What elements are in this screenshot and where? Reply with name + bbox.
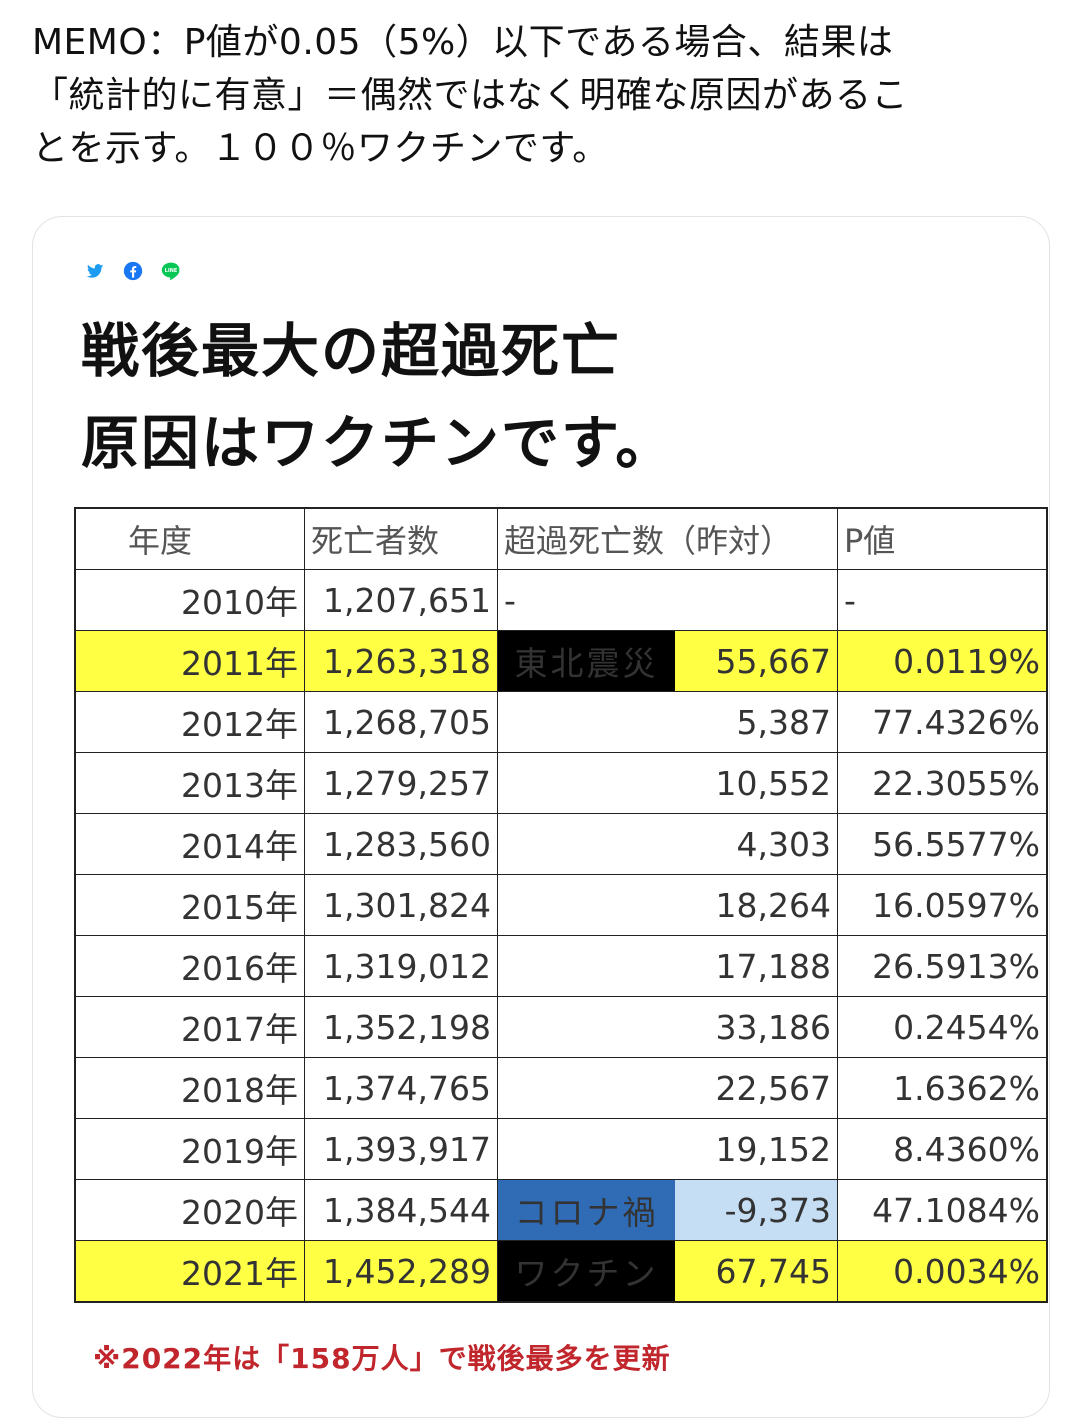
table-row: 2019年 1,393,917 19,152 8.4360% bbox=[74, 1118, 1048, 1180]
cell-excess: -9,373 bbox=[675, 1179, 838, 1241]
cell-p-value: 22.3055% bbox=[837, 752, 1048, 814]
event-label: ワクチン bbox=[497, 1240, 675, 1303]
table-row: 2014年 1,283,560 4,303 56.5577% bbox=[74, 813, 1048, 875]
line-icon[interactable]: LINE bbox=[161, 261, 181, 281]
table-row: 2012年 1,268,705 5,387 77.4326% bbox=[74, 691, 1048, 753]
post-text-line: MEMO：P値が0.05（5%）以下である場合、結果は bbox=[32, 22, 894, 63]
cell-p-value: 47.1084% bbox=[837, 1179, 1048, 1241]
table-row: 2018年 1,374,765 22,567 1.6362% bbox=[74, 1057, 1048, 1119]
cell-p-value: 16.0597% bbox=[837, 874, 1048, 936]
cell-year: 2016年 bbox=[74, 935, 305, 997]
cell-p-value: 77.4326% bbox=[837, 691, 1048, 753]
cell-p-value: 56.5577% bbox=[837, 813, 1048, 875]
cell-excess: 19,152 bbox=[497, 1118, 838, 1180]
cell-year: 2017年 bbox=[74, 996, 305, 1058]
cell-year: 2020年 bbox=[74, 1179, 305, 1241]
cell-excess: 5,387 bbox=[497, 691, 838, 753]
cell-p-value: 1.6362% bbox=[837, 1057, 1048, 1119]
table-row: 2017年 1,352,198 33,186 0.2454% bbox=[74, 996, 1048, 1058]
cell-excess: - bbox=[497, 569, 838, 631]
cell-year: 2018年 bbox=[74, 1057, 305, 1119]
cell-deaths: 1,207,651 bbox=[304, 569, 498, 631]
header-year: 年度 bbox=[74, 507, 305, 570]
table-row: 2020年 1,384,544 コロナ禍 -9,373 47.1084% bbox=[74, 1179, 1048, 1241]
cell-p-value: 26.5913% bbox=[837, 935, 1048, 997]
footnote: ※2022年は「158万人」で戦後最多を更新 bbox=[93, 1342, 671, 1375]
cell-year: 2014年 bbox=[74, 813, 305, 875]
cell-deaths: 1,268,705 bbox=[304, 691, 498, 753]
table-row: 2015年 1,301,824 18,264 16.0597% bbox=[74, 874, 1048, 936]
table-header-row: 年度 死亡者数 超過死亡数（昨対） P値 bbox=[74, 507, 1048, 570]
cell-deaths: 1,263,318 bbox=[304, 630, 498, 692]
header-p-value: P値 bbox=[837, 507, 1048, 570]
cell-excess: 18,264 bbox=[497, 874, 838, 936]
cell-excess: 22,567 bbox=[497, 1057, 838, 1119]
cell-year: 2021年 bbox=[74, 1240, 305, 1303]
table-row: 2016年 1,319,012 17,188 26.5913% bbox=[74, 935, 1048, 997]
cell-year: 2015年 bbox=[74, 874, 305, 936]
cell-deaths: 1,352,198 bbox=[304, 996, 498, 1058]
cell-p-value: 8.4360% bbox=[837, 1118, 1048, 1180]
cell-excess: 4,303 bbox=[497, 813, 838, 875]
cell-year: 2013年 bbox=[74, 752, 305, 814]
twitter-icon[interactable] bbox=[85, 261, 105, 281]
cell-year: 2019年 bbox=[74, 1118, 305, 1180]
cell-p-value: - bbox=[837, 569, 1048, 631]
mortality-table: 年度 死亡者数 超過死亡数（昨対） P値 2010年 1,207,651 - -… bbox=[74, 507, 1048, 1303]
header-deaths: 死亡者数 bbox=[304, 507, 498, 570]
cell-p-value: 0.0034% bbox=[837, 1240, 1048, 1303]
cell-excess: 17,188 bbox=[497, 935, 838, 997]
cell-deaths: 1,384,544 bbox=[304, 1179, 498, 1241]
headline-line: 原因はワクチンです。 bbox=[81, 409, 676, 477]
event-label: コロナ禍 bbox=[497, 1179, 675, 1241]
post-text-line: とを示す。１００％ワクチンです。 bbox=[32, 128, 609, 169]
header-excess: 超過死亡数（昨対） bbox=[497, 507, 838, 570]
cell-deaths: 1,279,257 bbox=[304, 752, 498, 814]
cell-excess: 33,186 bbox=[497, 996, 838, 1058]
cell-excess: 67,745 bbox=[675, 1240, 838, 1303]
share-icons: LINE bbox=[85, 261, 181, 281]
cell-year: 2011年 bbox=[74, 630, 305, 692]
table-row: 2011年 1,263,318 東北震災 55,667 0.0119% bbox=[74, 630, 1048, 692]
cell-p-value: 0.0119% bbox=[837, 630, 1048, 692]
table-row: 2021年 1,452,289 ワクチン 67,745 0.0034% bbox=[74, 1240, 1048, 1303]
cell-excess: 55,667 bbox=[675, 630, 838, 692]
cell-p-value: 0.2454% bbox=[837, 996, 1048, 1058]
table-row: 2010年 1,207,651 - - bbox=[74, 569, 1048, 631]
cell-deaths: 1,393,917 bbox=[304, 1118, 498, 1180]
headline-line: 戦後最大の超過死亡 bbox=[81, 317, 622, 385]
cell-deaths: 1,452,289 bbox=[304, 1240, 498, 1303]
cell-year: 2010年 bbox=[74, 569, 305, 631]
cell-year: 2012年 bbox=[74, 691, 305, 753]
cell-deaths: 1,301,824 bbox=[304, 874, 498, 936]
cell-deaths: 1,319,012 bbox=[304, 935, 498, 997]
cell-excess: 10,552 bbox=[497, 752, 838, 814]
image-headline: 戦後最大の超過死亡 原因はワクチンです。 bbox=[81, 305, 675, 489]
cell-deaths: 1,374,765 bbox=[304, 1057, 498, 1119]
table-row: 2013年 1,279,257 10,552 22.3055% bbox=[74, 752, 1048, 814]
post-text: MEMO：P値が0.05（5%）以下である場合、結果は 「統計的に有意」＝偶然で… bbox=[32, 16, 1042, 175]
facebook-icon[interactable] bbox=[123, 261, 143, 281]
svg-text:LINE: LINE bbox=[165, 268, 178, 274]
event-label: 東北震災 bbox=[497, 630, 675, 692]
attached-image-card[interactable]: LINE 戦後最大の超過死亡 原因はワクチンです。 年度 死亡者数 超過死亡数（… bbox=[32, 216, 1050, 1418]
cell-deaths: 1,283,560 bbox=[304, 813, 498, 875]
post-text-line: 「統計的に有意」＝偶然ではなく明確な原因があるこ bbox=[32, 75, 909, 116]
